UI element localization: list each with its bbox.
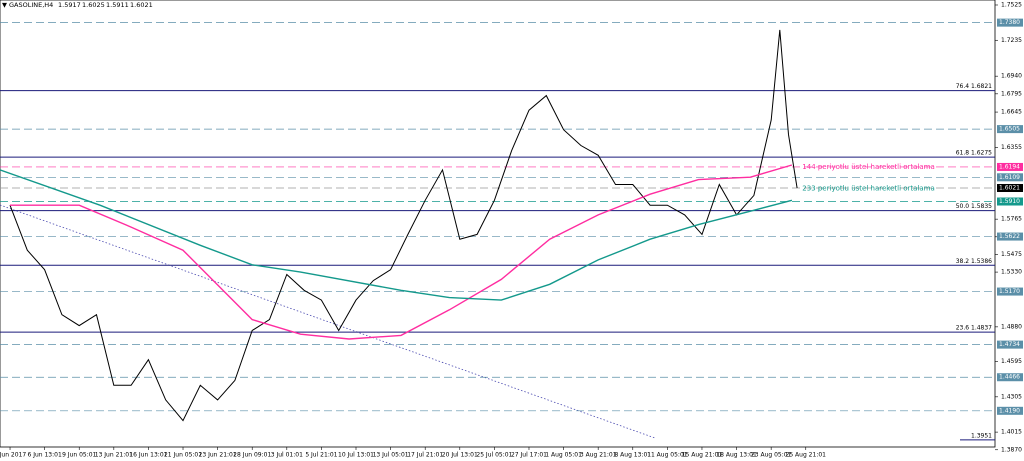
y-tick-label: 1.5475 xyxy=(1001,251,1022,258)
level-label: 1.5622 xyxy=(999,233,1020,240)
ohlc-value: 1.5911 xyxy=(106,1,129,9)
fib-label: 1.3951 xyxy=(971,432,992,439)
x-tick-label: 13 Jun 21:01 xyxy=(95,452,133,459)
annotation: 144 periyotlu üstel hareketli ortalama xyxy=(802,163,935,171)
x-tick-label: 6 Jun 13:01 xyxy=(27,452,61,459)
level-label: 1.5910 xyxy=(999,198,1020,205)
level-box xyxy=(997,184,1023,193)
x-tick-label: 20 Jul 13:01 xyxy=(442,452,478,459)
level-box xyxy=(997,125,1023,134)
level-label: 1.7380 xyxy=(999,19,1020,26)
y-tick-label: 1.7525 xyxy=(1001,1,1022,8)
y-tick-label: 1.4880 xyxy=(1001,323,1022,330)
fib-label: 50.0 1.5835 xyxy=(956,203,992,210)
x-tick-label: 28 Jun 09:01 xyxy=(233,452,271,459)
x-tick-label: 18 Aug 13:01 xyxy=(716,452,757,459)
y-tick-label: 1.6940 xyxy=(1001,73,1022,80)
x-tick-label: 23 Aug 05:01 xyxy=(751,452,792,459)
level-label: 1.6109 xyxy=(999,174,1020,181)
level-box xyxy=(997,232,1023,241)
series-line xyxy=(9,29,798,422)
y-tick-label: 1.6645 xyxy=(1001,109,1022,116)
x-tick-label: 21 Jun 05:01 xyxy=(164,452,202,459)
level-box xyxy=(997,406,1023,415)
menu-arrow: ▼ xyxy=(2,1,7,9)
x-tick-label: 27 Jul 17:01 xyxy=(511,452,547,459)
x-tick-label: 13 Jul 05:01 xyxy=(373,452,409,459)
y-tick-label: 1.3870 xyxy=(1001,446,1022,453)
y-tick-label: 1.6795 xyxy=(1001,90,1022,97)
level-label: 1.4466 xyxy=(999,374,1020,381)
fib-label: 23.6 1.4837 xyxy=(956,325,992,332)
annotation: 233 periyotlu üstel hareketli ortalama xyxy=(802,185,935,193)
fib-label: 38.2 1.5386 xyxy=(956,258,992,265)
x-tick-label: 11 Aug 05:01 xyxy=(647,452,688,459)
trend-line xyxy=(0,204,656,439)
level-label: 1.6021 xyxy=(999,185,1020,192)
x-tick-label: 5 Jul 21:01 xyxy=(305,452,337,459)
level-box xyxy=(997,373,1023,382)
y-tick-label: 1.5765 xyxy=(1001,216,1022,223)
plot-area xyxy=(0,0,996,448)
symbol: GASOLINE,H4 xyxy=(9,1,53,9)
level-box xyxy=(997,340,1023,349)
level-label: 1.6194 xyxy=(999,163,1020,170)
x-tick-label: 25 Jul 05:01 xyxy=(476,452,512,459)
y-tick-label: 1.6355 xyxy=(1001,144,1022,151)
x-tick-label: 17 Jul 21:01 xyxy=(407,452,443,459)
ohlc-value: 1.5917 xyxy=(58,1,81,9)
x-tick-label: 1 Jun 2017 xyxy=(0,452,26,459)
series-line xyxy=(0,169,793,301)
level-label: 1.6505 xyxy=(999,126,1020,133)
x-tick-label: 23 Jun 21:01 xyxy=(199,452,237,459)
y-tick-label: 1.4595 xyxy=(1001,358,1022,365)
x-tick-label: 15 Aug 21:01 xyxy=(682,452,723,459)
x-tick-label: 10 Jul 13:01 xyxy=(338,452,374,459)
x-tick-label: 3 Jul 01:01 xyxy=(271,452,303,459)
x-tick-label: 16 Jun 13:01 xyxy=(129,452,167,459)
x-tick-label: 8 Aug 13:01 xyxy=(614,452,651,459)
x-tick-label: 1 Aug 05:01 xyxy=(545,452,582,459)
fib-label: 76.4 1.6821 xyxy=(956,83,992,90)
level-box xyxy=(997,197,1023,206)
y-tick-label: 1.4015 xyxy=(1001,429,1022,436)
level-label: 1.5170 xyxy=(999,288,1020,295)
level-label: 1.4734 xyxy=(999,341,1020,348)
y-tick-label: 1.4305 xyxy=(1001,393,1022,400)
level-box xyxy=(997,162,1023,171)
series-line xyxy=(10,164,793,340)
level-box xyxy=(997,18,1023,27)
fib-label: 61.8 1.6275 xyxy=(956,150,992,157)
x-tick-label: 9 Jun 05:01 xyxy=(62,452,96,459)
ohlc-value: 1.6025 xyxy=(82,1,105,9)
level-box xyxy=(997,287,1023,296)
y-tick-label: 1.5330 xyxy=(1001,269,1022,276)
y-tick-label: 1.7235 xyxy=(1001,37,1022,44)
ohlc-value: 1.6021 xyxy=(130,1,153,9)
level-label: 1.4190 xyxy=(999,407,1020,414)
x-tick-label: 3 Aug 21:01 xyxy=(580,452,617,459)
level-box xyxy=(997,173,1023,182)
x-tick-label: 25 Aug 21:01 xyxy=(786,452,827,459)
